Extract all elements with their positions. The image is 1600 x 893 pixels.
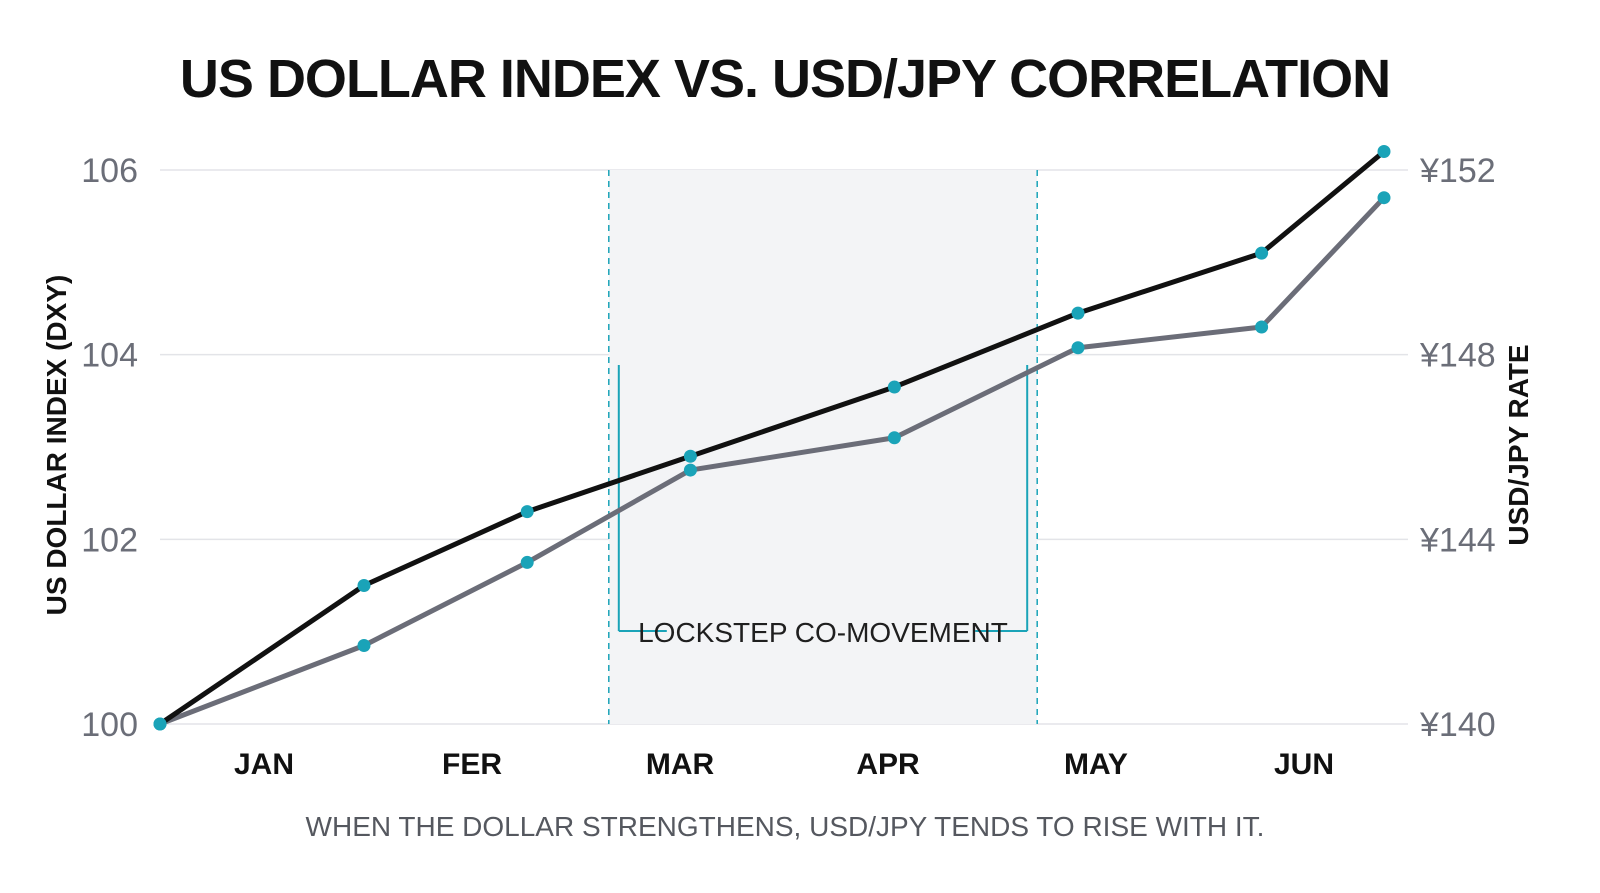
data-point bbox=[1377, 145, 1391, 159]
axis-ticks: 100 102 104 106 ¥140 ¥144 ¥148 ¥152 JAN FER MAR APR… bbox=[81, 152, 1495, 781]
data-point bbox=[1071, 306, 1085, 320]
data-point bbox=[520, 555, 534, 569]
data-point bbox=[887, 431, 901, 445]
data-point bbox=[1255, 246, 1269, 260]
y-axis-label: US DOLLAR INDEX (DXY) bbox=[41, 275, 72, 616]
series-line-usdjpy bbox=[157, 195, 1387, 727]
y2-tick-label: ¥144 bbox=[1419, 521, 1496, 559]
data-point bbox=[357, 579, 371, 592]
y2-tick-label: ¥152 bbox=[1419, 152, 1496, 190]
x-tick-label: JUN bbox=[1274, 748, 1334, 781]
data-point bbox=[1071, 341, 1085, 355]
data-point bbox=[887, 380, 901, 394]
chart-title: US DOLLAR INDEX VS. USD/JPY CORRELATION bbox=[180, 49, 1390, 109]
data-point bbox=[357, 639, 371, 653]
x-tick-label: MAR bbox=[646, 748, 715, 781]
x-tick-label: MAY bbox=[1064, 748, 1128, 781]
chart-caption: WHEN THE DOLLAR STRENGTHENS, USD/JPY TEN… bbox=[306, 811, 1265, 842]
series-lines bbox=[153, 145, 1391, 731]
data-point bbox=[1377, 191, 1391, 205]
data-point bbox=[153, 717, 167, 731]
data-point bbox=[520, 505, 534, 519]
series-line-dxy bbox=[157, 149, 1387, 727]
highlight-label: LOCKSTEP CO-MOVEMENT bbox=[638, 617, 1008, 648]
x-tick-label: JAN bbox=[234, 748, 294, 781]
data-point bbox=[1255, 320, 1269, 334]
y-tick-label: 102 bbox=[81, 521, 138, 559]
y-tick-label: 106 bbox=[81, 152, 138, 190]
data-point bbox=[683, 463, 697, 477]
y-tick-label: 100 bbox=[81, 706, 138, 744]
y-tick-label: 104 bbox=[81, 337, 138, 375]
y2-axis-label: USD/JPY RATE bbox=[1503, 344, 1534, 545]
x-tick-label: APR bbox=[856, 748, 920, 781]
data-point bbox=[683, 449, 697, 463]
x-tick-label: FER bbox=[442, 748, 502, 781]
y2-tick-label: ¥140 bbox=[1419, 706, 1496, 744]
y2-tick-label: ¥148 bbox=[1419, 337, 1496, 375]
